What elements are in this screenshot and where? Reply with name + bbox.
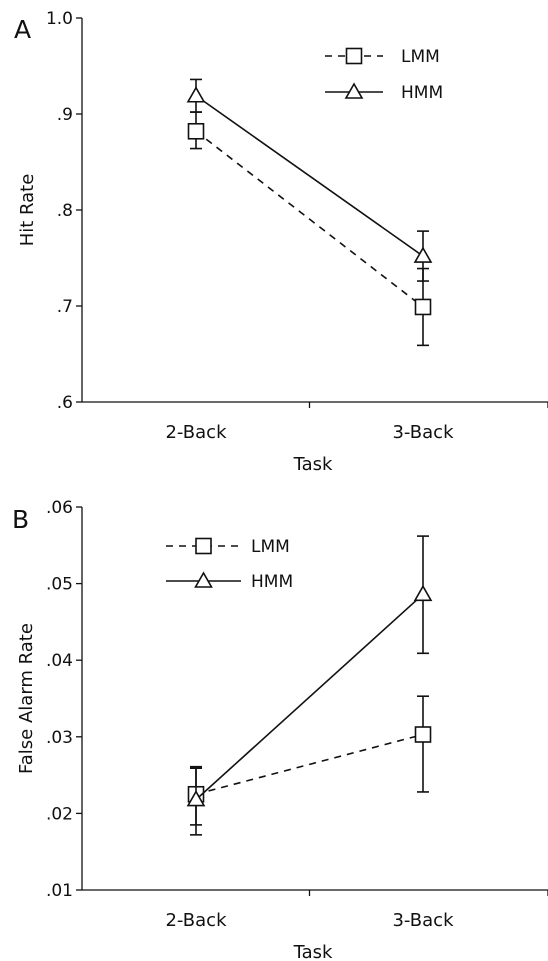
y-axis-title: False Alarm Rate [16,623,37,774]
x-tick-label: 3-Back [392,910,454,931]
data-point-lmm [414,726,432,743]
y-tick-label: 1.0 [46,9,73,29]
data-point-hmm [413,246,433,263]
data-point-lmm [187,122,205,140]
legend-marker-lmm [195,537,212,555]
series-line-hmm [195,95,424,257]
legend-label-hmm: HMM [401,83,443,103]
legend-label-lmm: LMM [401,47,440,67]
x-axis-title: Task [293,454,333,475]
data-point-hmm [413,584,433,602]
legend-label-lmm: LMM [251,537,290,557]
y-tick-label: .06 [46,498,73,518]
x-tick-label: 2-Back [165,910,227,931]
legend-label-hmm: HMM [251,572,293,592]
y-tick-label: .8 [57,201,73,221]
y-tick-label: .6 [57,393,73,413]
y-tick-label: .01 [46,881,73,901]
x-tick-label: 2-Back [165,422,227,443]
y-tick-label: .05 [46,575,73,595]
y-tick-label: .02 [46,804,73,824]
legend-marker-lmm [345,47,363,65]
data-point-lmm [414,298,432,316]
legend-marker-hmm [344,82,364,99]
y-tick-label: .9 [57,105,73,125]
series-line-lmm [195,733,424,796]
data-point-hmm [186,789,206,807]
y-tick-label: .7 [57,297,73,317]
x-tick-label: 3-Back [392,422,454,443]
y-axis-title: Hit Rate [17,174,38,247]
series-line-hmm [195,593,424,801]
legend-marker-hmm [194,571,213,588]
data-point-hmm [186,86,206,103]
panel-label: B [12,505,29,534]
y-tick-label: .03 [46,728,73,748]
y-tick-label: .04 [46,651,73,671]
panel-label: A [14,15,31,44]
series-line-lmm [195,130,424,308]
x-axis-title: Task [293,942,333,961]
